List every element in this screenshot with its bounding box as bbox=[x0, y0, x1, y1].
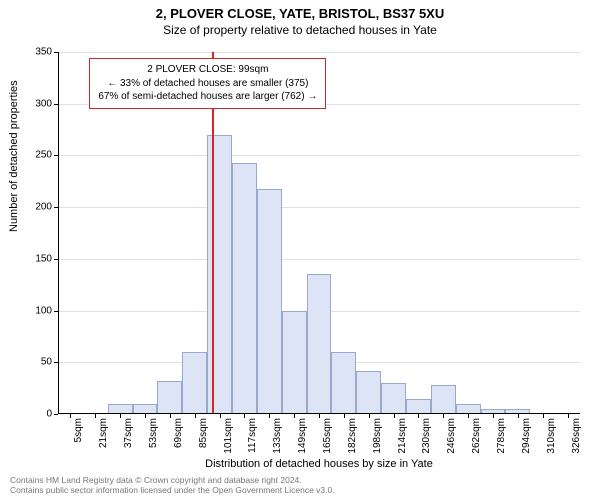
x-tick-label: 198sqm bbox=[372, 418, 383, 454]
histogram-bar bbox=[207, 135, 232, 414]
y-tick-label: 0 bbox=[24, 409, 58, 420]
x-tick-mark bbox=[319, 414, 320, 418]
x-tick-label: 21sqm bbox=[98, 418, 109, 448]
x-tick-label: 310sqm bbox=[546, 418, 557, 454]
x-tick-label: 101sqm bbox=[223, 418, 234, 454]
footer-line-1: Contains HM Land Registry data © Crown c… bbox=[10, 475, 335, 486]
y-tick-label: 250 bbox=[24, 150, 58, 161]
x-tick-label: 149sqm bbox=[297, 418, 308, 454]
histogram-bar bbox=[331, 352, 356, 414]
y-tick-label: 100 bbox=[24, 305, 58, 316]
x-tick-label: 69sqm bbox=[173, 418, 184, 448]
x-tick-mark bbox=[70, 414, 71, 418]
x-tick-label: 230sqm bbox=[421, 418, 432, 454]
histogram-bar bbox=[157, 381, 182, 414]
histogram-bar bbox=[307, 274, 332, 414]
histogram-bar bbox=[431, 385, 456, 414]
x-tick-label: 262sqm bbox=[471, 418, 482, 454]
y-tick-label: 350 bbox=[24, 47, 58, 58]
x-tick-mark bbox=[394, 414, 395, 418]
histogram-bar bbox=[282, 311, 307, 414]
y-tick-label: 200 bbox=[24, 202, 58, 213]
histogram-bar bbox=[406, 399, 431, 415]
y-tick-label: 50 bbox=[24, 357, 58, 368]
y-axis-label: Number of detached properties bbox=[8, 80, 20, 232]
x-tick-label: 214sqm bbox=[397, 418, 408, 454]
y-tick-label: 150 bbox=[24, 253, 58, 264]
x-tick-label: 117sqm bbox=[247, 418, 258, 453]
annotation-line: 67% of semi-detached houses are larger (… bbox=[98, 90, 317, 104]
y-tick-label: 300 bbox=[24, 98, 58, 109]
x-tick-mark bbox=[443, 414, 444, 418]
x-tick-label: 133sqm bbox=[272, 418, 283, 454]
x-tick-label: 246sqm bbox=[446, 418, 457, 454]
x-tick-label: 85sqm bbox=[198, 418, 209, 448]
x-tick-mark bbox=[518, 414, 519, 418]
x-tick-mark bbox=[145, 414, 146, 418]
histogram-bar bbox=[381, 383, 406, 414]
x-tick-container: 5sqm 21sqm 37sqm 53sqm 69sqm 85sqm 101sqm 117sq… bbox=[58, 414, 580, 464]
x-tick-label: 294sqm bbox=[521, 418, 532, 454]
x-tick-mark bbox=[120, 414, 121, 418]
histogram-bar bbox=[182, 352, 207, 414]
chart-area: 050100150200250300350 2 PLOVER CLOSE: 99… bbox=[58, 52, 580, 414]
x-tick-label: 278sqm bbox=[496, 418, 507, 454]
x-tick-mark bbox=[418, 414, 419, 418]
x-tick-mark bbox=[468, 414, 469, 418]
x-tick-label: 5sqm bbox=[73, 418, 84, 442]
x-tick-mark bbox=[220, 414, 221, 418]
histogram-bar bbox=[232, 163, 257, 414]
x-tick-mark bbox=[95, 414, 96, 418]
y-axis-line bbox=[58, 52, 59, 414]
histogram-bar bbox=[257, 189, 282, 414]
x-tick-label: 326sqm bbox=[571, 418, 582, 454]
x-tick-mark bbox=[294, 414, 295, 418]
histogram-bar bbox=[356, 371, 381, 414]
x-axis-label: Distribution of detached houses by size … bbox=[58, 458, 580, 470]
footer-attribution: Contains HM Land Registry data © Crown c… bbox=[10, 475, 335, 496]
annotation-box: 2 PLOVER CLOSE: 99sqm← 33% of detached h… bbox=[89, 58, 326, 109]
annotation-line: ← 33% of detached houses are smaller (37… bbox=[98, 77, 317, 91]
x-tick-label: 165sqm bbox=[322, 418, 333, 454]
x-tick-mark bbox=[195, 414, 196, 418]
x-tick-mark bbox=[369, 414, 370, 418]
x-tick-mark bbox=[170, 414, 171, 418]
x-tick-mark bbox=[344, 414, 345, 418]
x-tick-mark bbox=[543, 414, 544, 418]
x-tick-label: 182sqm bbox=[347, 418, 358, 454]
x-tick-label: 53sqm bbox=[148, 418, 159, 448]
x-tick-mark bbox=[568, 414, 569, 418]
chart-title-sub: Size of property relative to detached ho… bbox=[0, 21, 600, 37]
x-tick-mark bbox=[493, 414, 494, 418]
chart-title-main: 2, PLOVER CLOSE, YATE, BRISTOL, BS37 5XU bbox=[0, 0, 600, 21]
x-tick-label: 37sqm bbox=[123, 418, 134, 448]
x-tick-mark bbox=[269, 414, 270, 418]
x-tick-mark bbox=[244, 414, 245, 418]
footer-line-2: Contains public sector information licen… bbox=[10, 485, 335, 496]
annotation-line: 2 PLOVER CLOSE: 99sqm bbox=[98, 63, 317, 77]
